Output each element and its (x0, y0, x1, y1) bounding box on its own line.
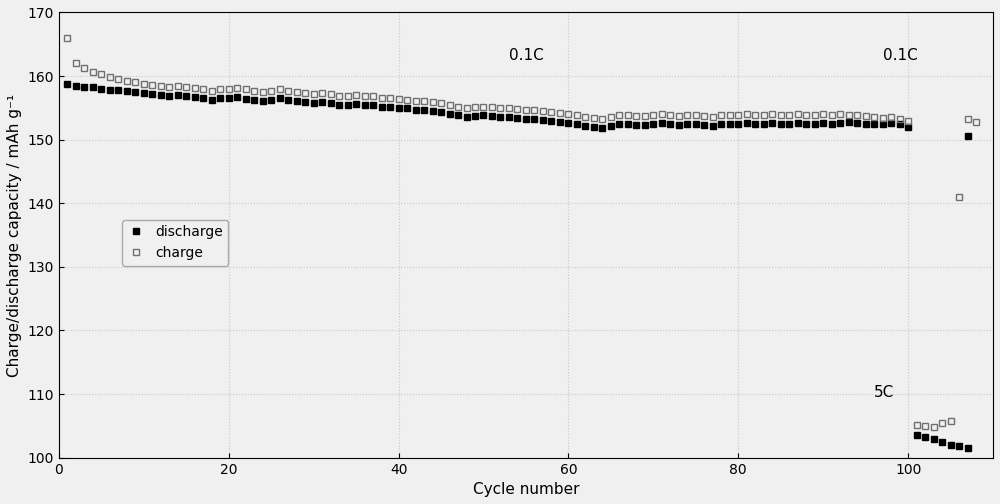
X-axis label: Cycle number: Cycle number (473, 482, 579, 497)
Legend: discharge, charge: discharge, charge (122, 220, 228, 266)
Text: 5C: 5C (874, 386, 894, 400)
Y-axis label: Charge/discharge capacity / mAh g⁻¹: Charge/discharge capacity / mAh g⁻¹ (7, 93, 22, 376)
Line: discharge: discharge (64, 81, 911, 131)
charge (61, 35, 73, 41)
Text: 0.1C: 0.1C (883, 48, 917, 64)
charge (494, 105, 506, 111)
charge (902, 117, 914, 123)
Line: charge: charge (64, 35, 911, 123)
discharge (596, 124, 608, 131)
discharge (868, 121, 880, 128)
discharge (257, 98, 269, 104)
discharge (61, 81, 73, 87)
discharge (494, 114, 506, 120)
discharge (223, 95, 235, 101)
charge (562, 111, 574, 117)
charge (223, 86, 235, 92)
Text: 0.1C: 0.1C (509, 48, 543, 64)
discharge (562, 120, 574, 126)
discharge (902, 124, 914, 130)
charge (257, 89, 269, 95)
charge (834, 111, 846, 117)
charge (860, 113, 872, 119)
discharge (843, 119, 855, 125)
